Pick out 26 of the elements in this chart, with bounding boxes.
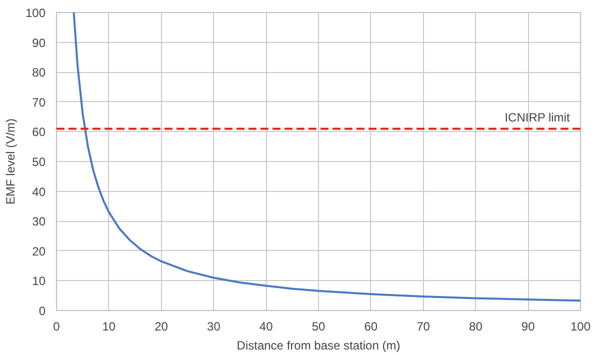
ref-line-label: ICNIRP limit xyxy=(504,110,570,125)
x-tick-label: 10 xyxy=(102,320,116,334)
x-tick-label: 20 xyxy=(154,320,168,334)
y-tick-label: 30 xyxy=(32,214,46,229)
line-series xyxy=(72,12,580,302)
x-tick-label: 100 xyxy=(570,320,591,334)
y-tick-label: 70 xyxy=(32,95,46,110)
x-tick-label: 60 xyxy=(364,320,378,334)
x-tick-label: 90 xyxy=(521,320,536,334)
x-tick-label: 50 xyxy=(312,320,326,334)
y-tick-label: 80 xyxy=(32,66,46,80)
y-tick-label: 60 xyxy=(32,125,46,140)
y-tick-label: 90 xyxy=(32,36,46,50)
y-tick-label: 20 xyxy=(32,244,46,258)
y-axis-title: EMF level (V/m) xyxy=(3,118,18,204)
y-tick-label: 40 xyxy=(32,184,46,199)
y-tick-label: 0 xyxy=(38,304,46,318)
y-tick-label: 100 xyxy=(25,6,46,20)
x-tick-label: 0 xyxy=(53,320,60,334)
y-tick-label: 10 xyxy=(32,274,46,288)
y-tick-label: 50 xyxy=(32,155,46,169)
x-tick-label: 30 xyxy=(207,320,221,334)
x-tick-label: 40 xyxy=(259,320,274,334)
x-tick-label: 70 xyxy=(416,320,430,334)
x-axis-title: Distance from base station (m) xyxy=(236,338,400,352)
x-tick-label: 80 xyxy=(469,320,483,334)
